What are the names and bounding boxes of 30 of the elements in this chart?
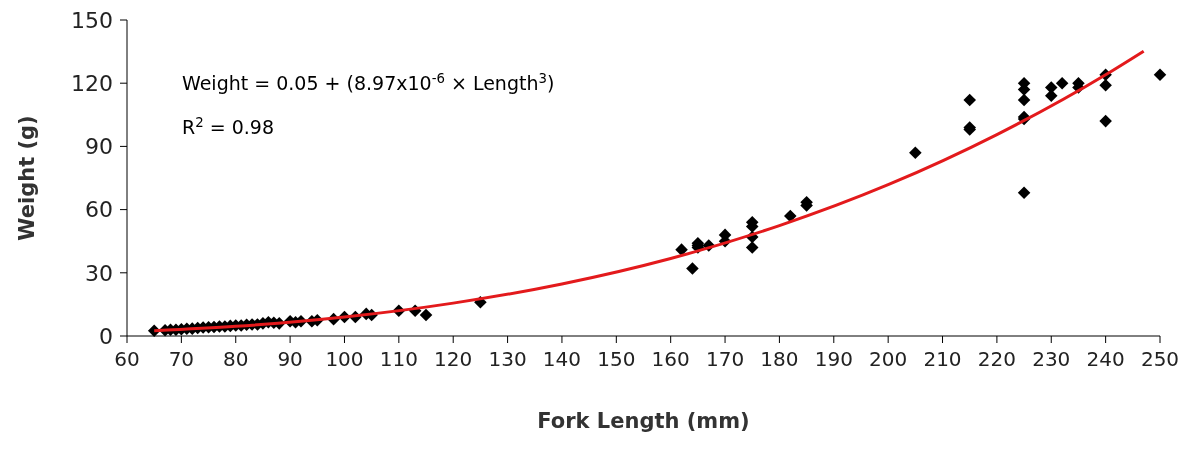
y-axis-title: Weight (g) (15, 115, 39, 241)
annotation: Weight = 0.05 + (8.97x10$^{-6}$ × Length$^{3}$) (182, 70, 555, 94)
x-tick-label: 250 (1140, 347, 1180, 371)
x-tick-label: 170 (705, 347, 745, 371)
y-tick-label: 60 (85, 197, 113, 223)
y-tick-label: 120 (71, 70, 113, 96)
x-tick-label: 100 (325, 347, 364, 371)
x-tick-label: 130 (488, 347, 527, 371)
x-tick-label: 110 (379, 347, 418, 371)
x-tick-label: 180 (760, 347, 799, 371)
y-tick-label: 90 (85, 134, 113, 160)
x-tick-label: 160 (651, 347, 690, 371)
x-tick-label: 60 (114, 347, 140, 371)
x-tick-label: 240 (1086, 347, 1125, 371)
y-tick-label: 150 (71, 7, 113, 33)
annotation: R$^{2}$ = 0.98 (182, 114, 274, 138)
x-tick-label: 80 (223, 347, 249, 371)
x-axis-title: Fork Length (mm) (537, 409, 750, 433)
x-tick-label: 140 (542, 347, 582, 371)
x-tick-label: 150 (597, 347, 636, 371)
x-tick-label: 70 (168, 347, 195, 371)
x-tick-label: 200 (869, 347, 908, 371)
x-tick-label: 220 (977, 347, 1016, 371)
x-tick-label: 90 (277, 347, 303, 371)
y-tick-label: 0 (99, 323, 113, 349)
y-tick-label: 30 (85, 260, 113, 286)
x-tick-label: 210 (923, 347, 962, 371)
x-tick-label: 190 (814, 347, 853, 371)
x-tick-label: 230 (1032, 347, 1071, 371)
x-tick-label: 120 (434, 347, 473, 371)
